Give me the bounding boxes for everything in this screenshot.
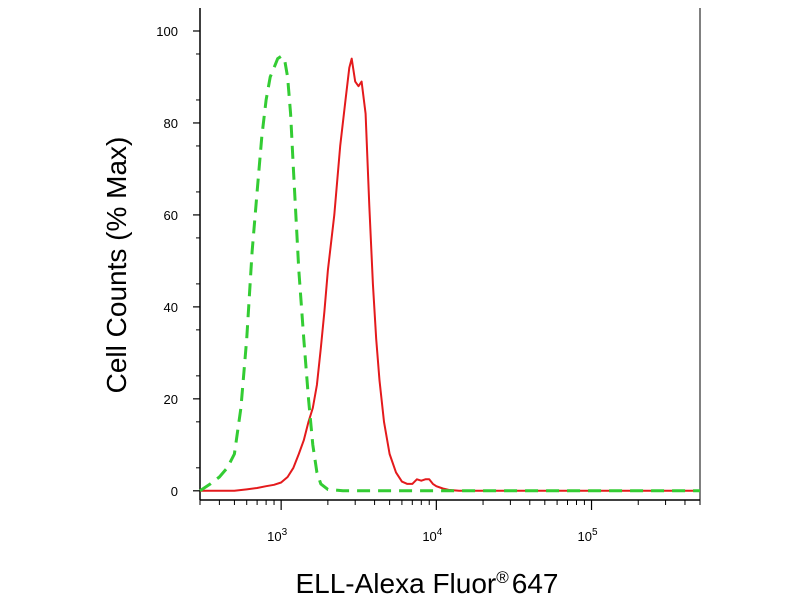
x-tick-label: 104: [422, 527, 442, 544]
x-tick-label: 103: [267, 527, 287, 544]
y-axis-ticks: 0 20 40 60 80 100: [156, 24, 200, 499]
x-axis-title-main: ELL-Alexa Fluor: [295, 568, 496, 599]
series-layer: [199, 54, 700, 493]
x-axis-title-mark: ®: [496, 568, 509, 587]
y-tick-label: 40: [164, 300, 178, 315]
plot-frame: [199, 8, 701, 501]
y-tick-label: 100: [156, 24, 178, 39]
y-tick-label: 20: [164, 392, 178, 407]
x-axis-ticks: 103 104 105: [199, 500, 701, 544]
y-tick-label: 60: [164, 208, 178, 223]
x-tick-label: 105: [578, 527, 598, 544]
x-axis-title-suffix: 647: [512, 568, 559, 599]
series-line-solid-red: [200, 57, 700, 492]
y-tick-label: 0: [171, 484, 178, 499]
y-tick-label: 80: [164, 116, 178, 131]
y-axis-title: Cell Counts (% Max): [101, 137, 132, 394]
series-line-dashed-green: [199, 54, 700, 493]
x-axis-title: ELL-Alexa Fluor® 647: [295, 568, 558, 599]
